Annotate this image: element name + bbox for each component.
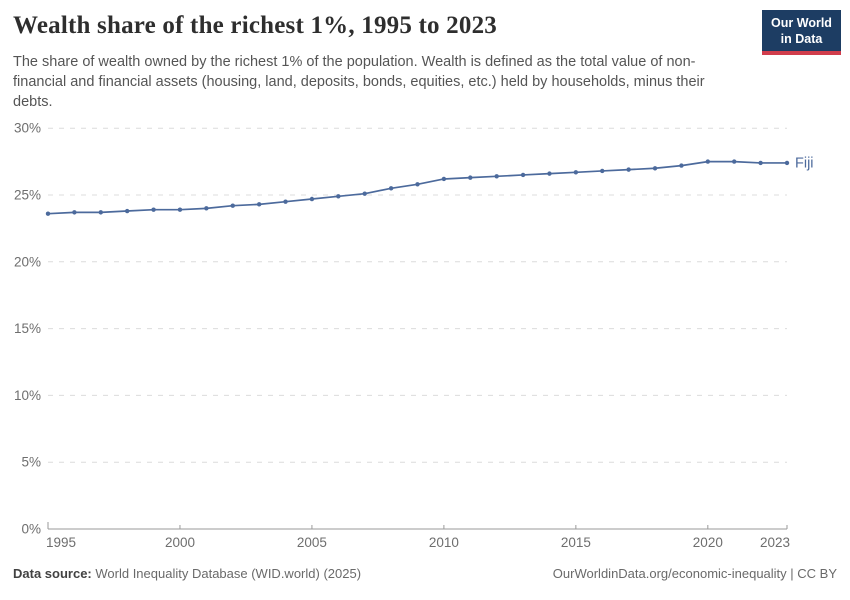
data-point[interactable] xyxy=(705,159,711,164)
data-line[interactable] xyxy=(47,160,788,215)
data-point[interactable] xyxy=(732,159,737,164)
data-point[interactable] xyxy=(230,203,235,208)
data-point[interactable] xyxy=(283,199,288,204)
y-tick-label: 0% xyxy=(21,522,41,537)
y-tick-label: 30% xyxy=(14,121,41,136)
data-point[interactable] xyxy=(468,175,473,180)
x-tick-label: 2023 xyxy=(760,535,790,550)
entity-label: Fiji xyxy=(795,155,814,171)
x-tick-label: 2010 xyxy=(429,535,459,550)
y-tick-label: 10% xyxy=(14,388,41,403)
data-point[interactable] xyxy=(758,160,763,166)
data-source-note: Data source: World Inequality Database (… xyxy=(13,566,361,581)
data-point[interactable] xyxy=(388,186,394,191)
y-tick-label: 25% xyxy=(14,188,41,203)
data-point[interactable] xyxy=(98,210,103,215)
data-point[interactable] xyxy=(256,202,262,207)
data-point[interactable] xyxy=(309,196,315,202)
data-point[interactable] xyxy=(679,163,684,168)
data-point[interactable] xyxy=(124,208,130,214)
data-point[interactable] xyxy=(45,211,51,216)
owid-logo[interactable]: Our World in Data xyxy=(762,10,841,55)
chart-title: Wealth share of the richest 1%, 1995 to … xyxy=(13,12,497,39)
data-point[interactable] xyxy=(652,166,658,171)
x-tick-label: 1995 xyxy=(46,535,76,550)
data-point[interactable] xyxy=(520,172,526,178)
data-point[interactable] xyxy=(151,207,156,212)
data-point[interactable] xyxy=(547,171,552,176)
y-tick-label: 15% xyxy=(14,321,41,336)
data-point[interactable] xyxy=(441,176,447,182)
y-tick-label: 20% xyxy=(14,254,41,269)
data-point[interactable] xyxy=(626,167,631,172)
x-tick-label: 2015 xyxy=(561,535,591,550)
data-point[interactable] xyxy=(336,194,341,199)
data-point[interactable] xyxy=(72,210,77,215)
x-tick-label: 2020 xyxy=(693,535,723,550)
chart-footer: Data source: World Inequality Database (… xyxy=(13,566,837,581)
logo-text-line2: in Data xyxy=(780,32,823,46)
data-source-value: World Inequality Database (WID.world) (2… xyxy=(95,566,362,581)
data-point[interactable] xyxy=(362,191,367,196)
logo-text-line1: Our World xyxy=(771,16,832,30)
chart-subtitle: The share of wealth owned by the richest… xyxy=(13,54,705,110)
data-point[interactable] xyxy=(600,168,605,174)
y-tick-label: 5% xyxy=(21,455,41,470)
attribution-link[interactable]: OurWorldinData.org/economic-inequality |… xyxy=(552,566,837,581)
data-point[interactable] xyxy=(204,206,209,211)
data-point[interactable] xyxy=(784,160,790,166)
data-point[interactable] xyxy=(415,182,420,187)
x-tick-label: 2000 xyxy=(165,535,195,550)
data-point[interactable] xyxy=(177,207,183,212)
x-tick-label: 2005 xyxy=(297,535,327,550)
data-point[interactable] xyxy=(494,174,499,179)
data-source-label: Data source: xyxy=(13,566,92,581)
data-point[interactable] xyxy=(573,170,579,175)
